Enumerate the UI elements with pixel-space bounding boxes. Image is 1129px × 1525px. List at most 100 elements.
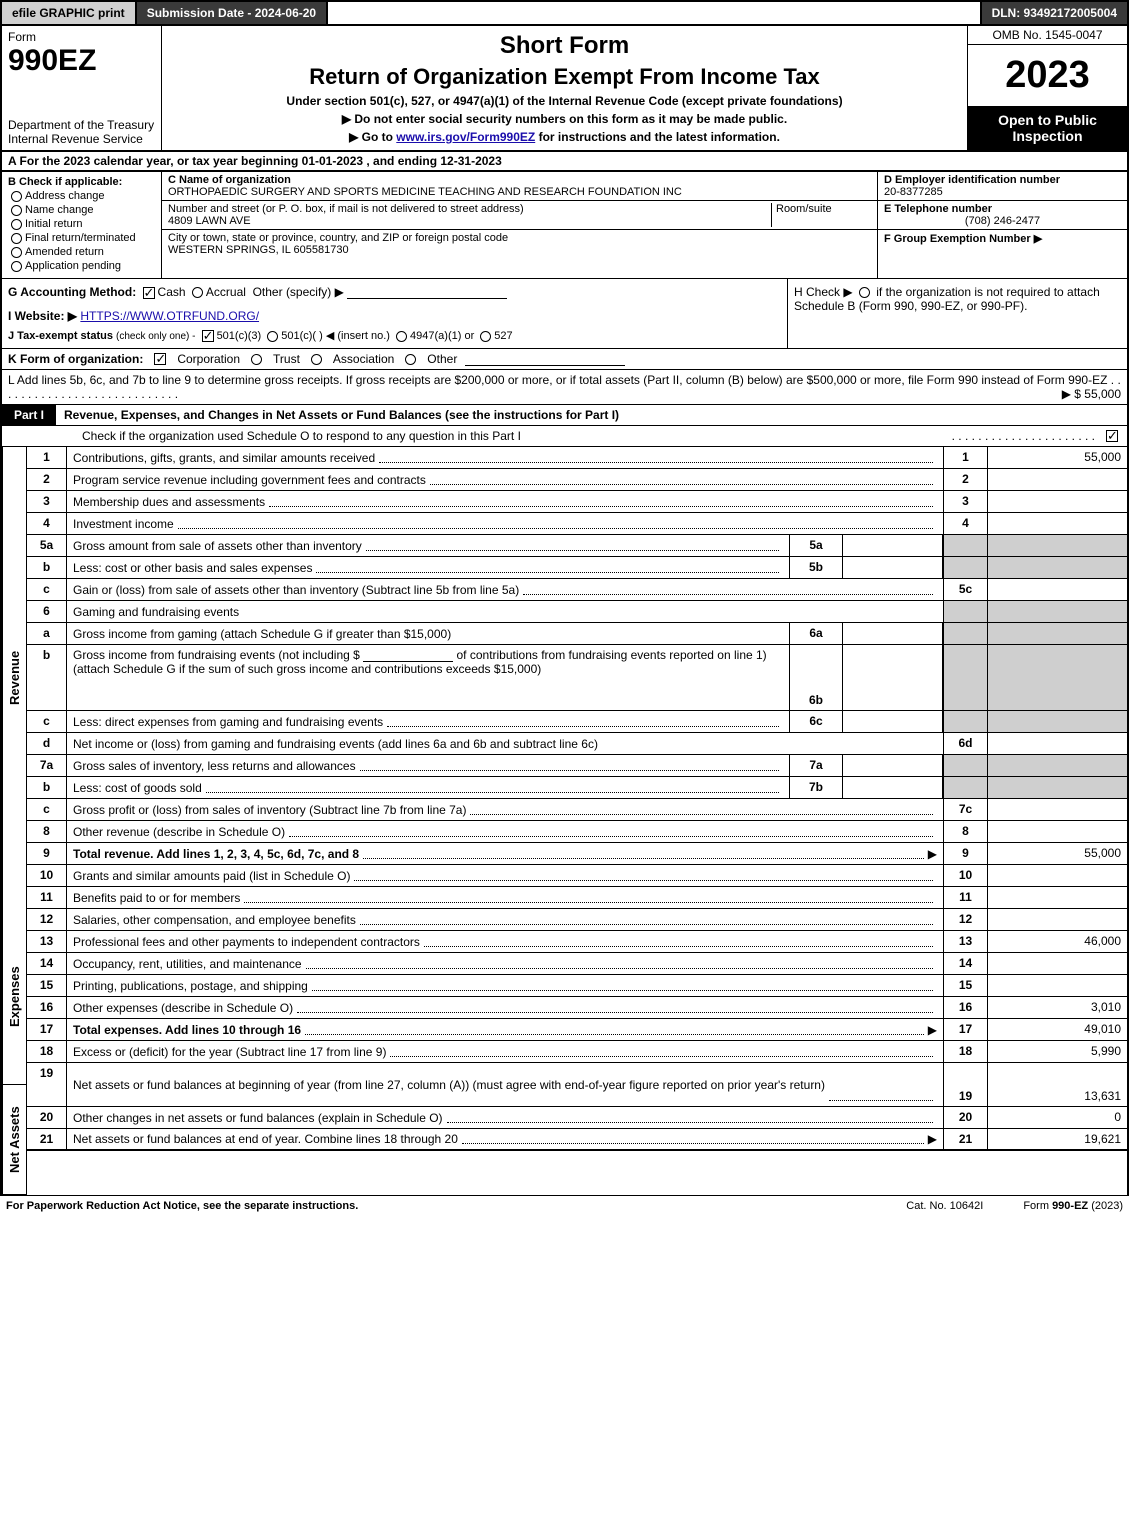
chk-application-pending[interactable]: Application pending	[8, 260, 155, 272]
chk-schedule-o[interactable]	[1106, 430, 1118, 442]
fundraising-amount-input[interactable]	[363, 648, 453, 662]
lnum: 1	[943, 447, 987, 468]
chk-amended-return[interactable]: Amended return	[8, 246, 155, 258]
arrow-icon: ▶	[928, 1132, 937, 1146]
g-other-input[interactable]	[347, 285, 507, 299]
dept-treasury: Department of the Treasury Internal Reve…	[8, 118, 155, 146]
lnum: 7c	[943, 799, 987, 820]
lamt	[987, 777, 1127, 798]
lnum: 3	[943, 491, 987, 512]
d-ein: D Employer identification number 20-8377…	[878, 172, 1127, 201]
c-city-row: City or town, state or province, country…	[162, 230, 877, 258]
k-label: K Form of organization:	[8, 352, 143, 366]
k-other-input[interactable]	[465, 352, 625, 366]
c-name-row: C Name of organization ORTHOPAEDIC SURGE…	[162, 172, 877, 201]
ln: 14	[27, 953, 67, 974]
ln: 9	[27, 843, 67, 864]
form-header: Form 990EZ Department of the Treasury In…	[0, 26, 1129, 152]
line-9: 9 Total revenue. Add lines 1, 2, 3, 4, 5…	[27, 843, 1127, 865]
chk-other[interactable]	[405, 354, 416, 365]
lamt	[987, 645, 1127, 710]
org-name: ORTHOPAEDIC SURGERY AND SPORTS MEDICINE …	[168, 186, 682, 198]
row-l: L Add lines 5b, 6c, and 7b to line 9 to …	[0, 370, 1129, 405]
ld: Professional fees and other payments to …	[67, 931, 943, 952]
ln: b	[27, 777, 67, 798]
lsubval	[843, 645, 943, 710]
side-revenue: Revenue	[2, 447, 26, 909]
arrow-icon: ▶	[928, 847, 937, 861]
chk-4947[interactable]	[396, 331, 407, 342]
lnum: 18	[943, 1041, 987, 1062]
g-label: G Accounting Method:	[8, 285, 136, 299]
side-expenses: Expenses	[2, 909, 26, 1085]
efile-print-button[interactable]: efile GRAPHIC print	[2, 2, 137, 24]
line-2: 2 Program service revenue including gove…	[27, 469, 1127, 491]
chk-cash[interactable]	[143, 287, 155, 299]
table-rows: 1 Contributions, gifts, grants, and simi…	[27, 447, 1127, 1195]
header-right: OMB No. 1545-0047 2023 Open to Public In…	[967, 26, 1127, 150]
chk-address-change[interactable]: Address change	[8, 190, 155, 202]
line-7c: c Gross profit or (loss) from sales of i…	[27, 799, 1127, 821]
lsubval	[843, 711, 943, 732]
lnum: 10	[943, 865, 987, 886]
part-i-title: Revenue, Expenses, and Changes in Net As…	[64, 405, 1127, 425]
lamt	[987, 623, 1127, 644]
lsub: 7a	[789, 755, 843, 776]
goto-line: ▶ Go to www.irs.gov/Form990EZ for instru…	[172, 130, 957, 144]
line-19: 19 Net assets or fund balances at beginn…	[27, 1063, 1127, 1107]
lamt: 5,990	[987, 1041, 1127, 1062]
chk-501c[interactable]	[267, 331, 278, 342]
ln: 12	[27, 909, 67, 930]
lamt	[987, 469, 1127, 490]
website-link[interactable]: HTTPS://WWW.OTRFUND.ORG/	[80, 309, 259, 323]
omb-number: OMB No. 1545-0047	[968, 26, 1127, 45]
line-13: 13 Professional fees and other payments …	[27, 931, 1127, 953]
lnum: 14	[943, 953, 987, 974]
ld: Less: direct expenses from gaming and fu…	[67, 711, 789, 732]
form-id-block: Form 990EZ Department of the Treasury In…	[2, 26, 162, 150]
j-o1: 501(c)(3)	[217, 330, 262, 342]
chk-527[interactable]	[480, 331, 491, 342]
chk-initial-return[interactable]: Initial return	[8, 218, 155, 230]
ln: 20	[27, 1107, 67, 1128]
submission-date-button[interactable]: Submission Date - 2024-06-20	[137, 2, 328, 24]
chk-501c3[interactable]	[202, 330, 214, 342]
g-accrual: Accrual	[206, 285, 246, 299]
chk-accrual[interactable]	[192, 287, 203, 298]
form-word: Form	[8, 30, 155, 44]
e-phone: E Telephone number (708) 246-2477	[878, 201, 1127, 230]
chk-schedule-b[interactable]	[859, 287, 870, 298]
j-note: (check only one) -	[116, 331, 195, 342]
lnum: 9	[943, 843, 987, 864]
lnum	[943, 645, 987, 710]
line-3: 3 Membership dues and assessments 3	[27, 491, 1127, 513]
ln: 6	[27, 601, 67, 622]
ld: Contributions, gifts, grants, and simila…	[67, 447, 943, 468]
chk-final-return[interactable]: Final return/terminated	[8, 232, 155, 244]
c-street-label: Number and street (or P. O. box, if mail…	[168, 203, 524, 215]
cat-no: Cat. No. 10642I	[866, 1200, 1023, 1212]
chk-trust[interactable]	[251, 354, 262, 365]
short-form-title: Short Form	[172, 32, 957, 60]
lamt	[987, 799, 1127, 820]
chk-assoc[interactable]	[311, 354, 322, 365]
lamt	[987, 821, 1127, 842]
lnum: 20	[943, 1107, 987, 1128]
irs-link[interactable]: www.irs.gov/Form990EZ	[396, 130, 535, 144]
lnum: 12	[943, 909, 987, 930]
chk-name-change[interactable]: Name change	[8, 204, 155, 216]
ln: c	[27, 799, 67, 820]
lamt: 55,000	[987, 447, 1127, 468]
tax-year: 2023	[968, 45, 1127, 106]
goto-suffix: for instructions and the latest informat…	[539, 130, 780, 144]
form-number: 990EZ	[8, 44, 155, 78]
arrow-icon: ▶	[928, 1023, 937, 1037]
ln: 21	[27, 1129, 67, 1149]
phone-value: (708) 246-2477	[884, 215, 1121, 227]
ld: Benefits paid to or for members	[67, 887, 943, 908]
ln: 13	[27, 931, 67, 952]
chk-corp[interactable]	[154, 353, 166, 365]
ld: Gross income from fundraising events (no…	[67, 645, 789, 710]
ld: Less: cost or other basis and sales expe…	[67, 557, 789, 578]
ln: 7a	[27, 755, 67, 776]
